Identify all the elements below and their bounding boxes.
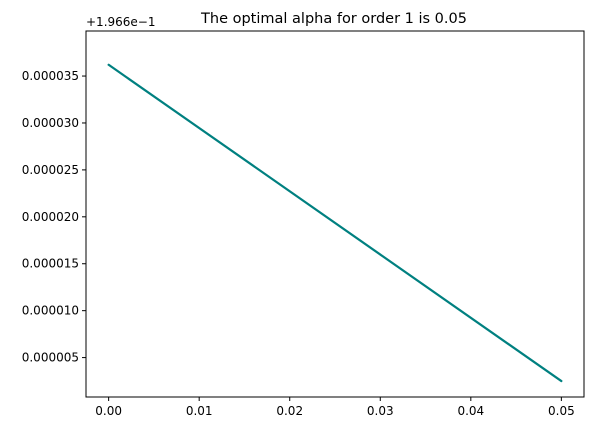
- y-tick-label: 0.000005: [22, 351, 79, 365]
- y-tick-label: 0.000020: [22, 210, 79, 224]
- x-axis-ticks: 0.00 0.01 0.02 0.03 0.04 0.05: [95, 397, 575, 418]
- x-tick-label: 0.05: [548, 404, 575, 418]
- x-tick-label: 0.04: [457, 404, 484, 418]
- y-tick-label: 0.000035: [22, 69, 79, 83]
- x-tick-label: 0.00: [95, 404, 122, 418]
- series-line: [107, 63, 563, 383]
- x-tick-label: 0.02: [276, 404, 303, 418]
- x-tick-label: 0.01: [186, 404, 213, 418]
- y-tick-label: 0.000030: [22, 116, 79, 130]
- y-tick-label: 0.000015: [22, 257, 79, 271]
- y-tick-label: 0.000025: [22, 163, 79, 177]
- x-tick-label: 0.03: [367, 404, 394, 418]
- plot-series: [107, 63, 563, 383]
- chart-title: The optimal alpha for order 1 is 0.05: [200, 11, 467, 27]
- y-tick-label: 0.000010: [22, 304, 79, 318]
- y-axis-ticks: 0.000005 0.000010 0.000015 0.000020 0.000025…: [22, 69, 86, 365]
- plot-frame: [85, 30, 585, 398]
- y-offset-label: +1.966e−1: [86, 15, 155, 29]
